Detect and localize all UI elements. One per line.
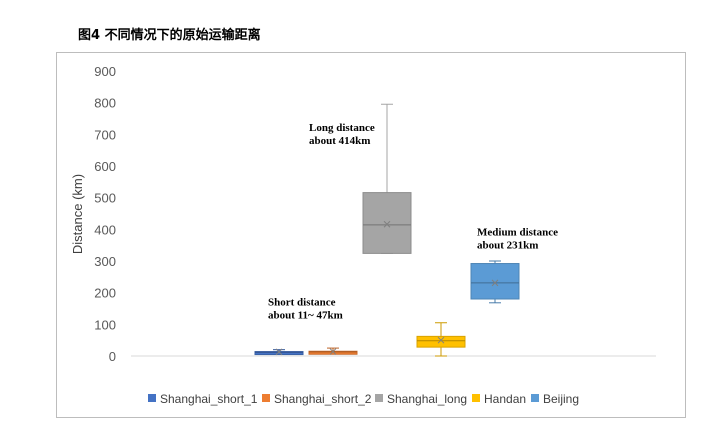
legend-label: Shanghai_long — [387, 392, 467, 406]
chart-frame — [56, 52, 686, 418]
legend-swatch — [375, 394, 383, 402]
legend-swatch — [531, 394, 539, 402]
y-tick-label: 500 — [94, 191, 116, 206]
annotation-label: Long distance about 414km — [309, 122, 375, 147]
annotation-label: Medium distance about 231km — [477, 227, 558, 252]
legend-swatch — [472, 394, 480, 402]
annotation-line: Medium distance — [477, 227, 558, 239]
box-Handan — [416, 322, 466, 357]
box-iqr — [416, 335, 466, 348]
y-tick-labels: 0 100 200 300 400 500 600 700 800 900 — [94, 64, 116, 364]
y-tick-label: 300 — [94, 254, 116, 269]
box-iqr — [362, 192, 412, 254]
legend-item-Shanghai_short_1: Shanghai_short_1 — [148, 392, 258, 406]
mean-marker — [437, 336, 445, 344]
annotation-label: Short distance about 11~ 47km — [268, 296, 343, 321]
legend-item-Handan: Handan — [472, 392, 526, 406]
annotation-line: about 231km — [477, 240, 538, 252]
legend-item-Shanghai_long: Shanghai_long — [375, 392, 467, 406]
y-tick-label: 900 — [94, 64, 116, 79]
annotation-line: about 414km — [309, 135, 370, 147]
box-Shanghai_short_1 — [254, 348, 304, 356]
y-tick-label: 800 — [94, 96, 116, 111]
y-tick-label: 200 — [94, 286, 116, 301]
annotation-line: about 11~ 47km — [268, 309, 343, 321]
legend-label: Beijing — [543, 392, 579, 406]
annotation-line: Short distance — [268, 296, 336, 308]
legend-label: Shanghai_short_1 — [160, 392, 258, 406]
box-Shanghai_long — [362, 103, 412, 254]
legend-label: Handan — [484, 392, 526, 406]
box-Shanghai_short_2 — [308, 347, 358, 355]
legend-label: Shanghai_short_2 — [274, 392, 372, 406]
figure-title: 图4 不同情况下的原始运输距离 — [78, 28, 261, 43]
annotation-line: Long distance — [309, 122, 375, 134]
mean-marker — [275, 348, 283, 356]
y-tick-label: 400 — [94, 222, 116, 237]
mean-marker — [329, 348, 337, 355]
y-tick-label: 700 — [94, 127, 116, 142]
mean-marker — [491, 279, 499, 287]
box-Beijing — [470, 260, 520, 304]
box-iqr — [470, 263, 520, 300]
legend-item-Shanghai_short_2: Shanghai_short_2 — [262, 392, 372, 406]
y-tick-label: 100 — [94, 317, 116, 332]
y-tick-label: 0 — [109, 349, 116, 364]
mean-marker — [383, 220, 391, 228]
legend-item-Beijing: Beijing — [531, 392, 579, 406]
legend-swatch — [262, 394, 270, 402]
boxes — [254, 103, 520, 357]
legend: Shanghai_short_1 Shanghai_short_2 Shanghai… — [148, 392, 579, 406]
y-axis-label: Distance (km) — [70, 174, 85, 254]
legend-swatch — [148, 394, 156, 402]
y-tick-label: 600 — [94, 159, 116, 174]
